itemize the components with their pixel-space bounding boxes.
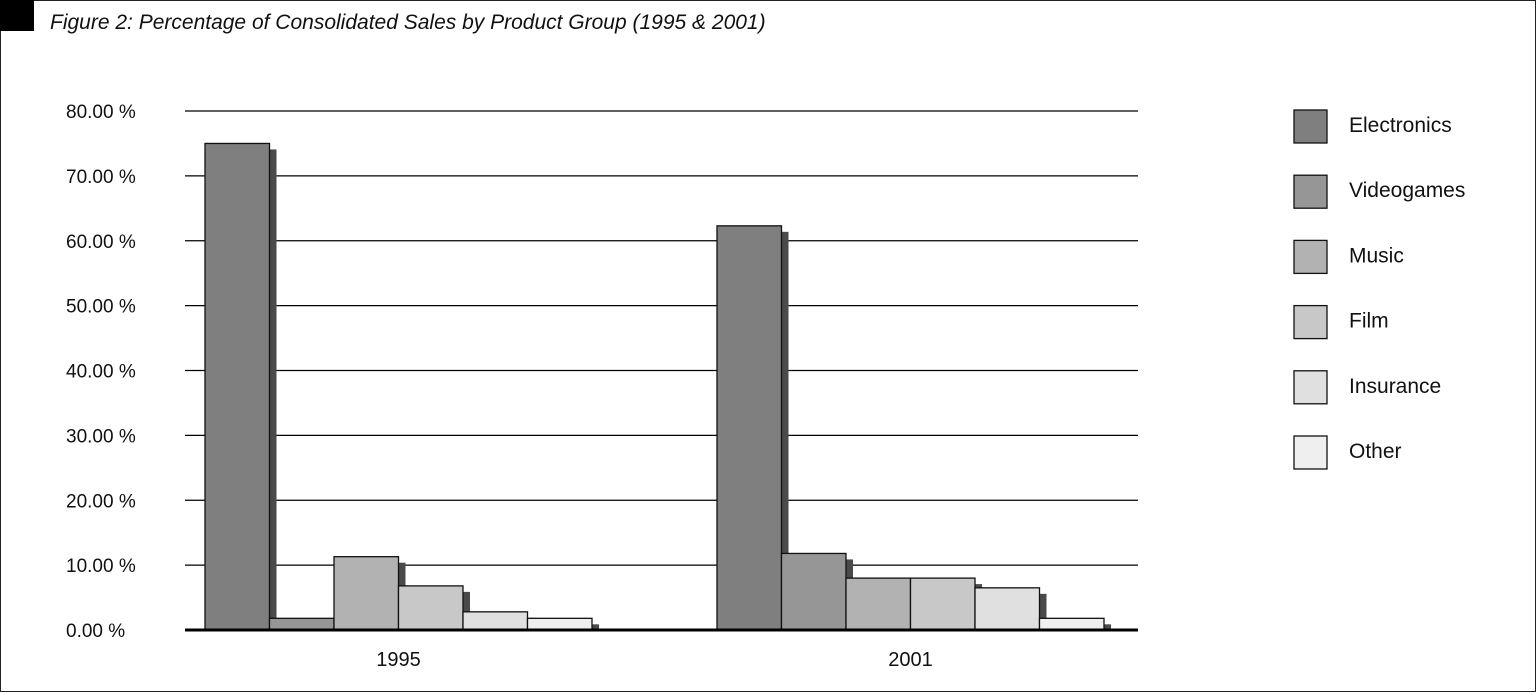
bar-electronics-1995 xyxy=(204,142,271,631)
legend: Electronics Videogames Music Film Insurance O… xyxy=(1293,109,1465,470)
bar-film-1995 xyxy=(397,585,464,631)
bar-insurance-1995 xyxy=(462,611,529,631)
y-tick-label: 70.00 % xyxy=(66,167,136,188)
x-category-label: 2001 xyxy=(888,649,933,671)
bar-other-1995 xyxy=(526,617,593,631)
y-tick-label: 0.00 % xyxy=(66,621,125,642)
y-tick-label: 10.00 % xyxy=(66,556,136,577)
y-tick-label: 20.00 % xyxy=(66,491,136,512)
bars xyxy=(185,142,1138,632)
legend-label: Electronics xyxy=(1349,114,1452,137)
legend-swatch xyxy=(1293,174,1328,209)
bar-electronics-2001 xyxy=(716,225,783,631)
corner-block xyxy=(0,0,34,31)
bar-film-2001 xyxy=(909,577,976,631)
y-tick-label: 40.00 % xyxy=(66,362,136,383)
legend-swatch xyxy=(1293,304,1328,340)
legend-label: Other xyxy=(1349,440,1402,463)
legend-label: Insurance xyxy=(1349,375,1441,398)
legend-swatch xyxy=(1293,109,1328,144)
legend-label: Videogames xyxy=(1349,179,1465,202)
bar-music-2001 xyxy=(845,577,912,631)
gridlines xyxy=(185,110,1138,632)
chart-title: Figure 2: Percentage of Consolidated Sal… xyxy=(50,11,766,34)
legend-swatch xyxy=(1293,435,1328,470)
bar-videogames-1995 xyxy=(268,617,335,631)
legend-label: Film xyxy=(1349,310,1389,333)
bar-videogames-2001 xyxy=(780,552,847,631)
legend-swatch xyxy=(1293,239,1328,275)
y-tick-label: 60.00 % xyxy=(66,232,136,253)
x-axis-categories: 1995 2001 xyxy=(376,649,933,671)
legend-label: Music xyxy=(1349,244,1404,267)
x-category-label: 1995 xyxy=(376,649,421,671)
bar-music-1995 xyxy=(333,556,400,631)
y-tick-label: 50.00 % xyxy=(66,297,136,318)
y-tick-label: 80.00 % xyxy=(66,102,136,123)
y-tick-label: 30.00 % xyxy=(66,426,136,447)
y-axis-ticks: 0.00 % 10.00 % 20.00 % 30.00 % 40.00 % 50.00 … xyxy=(66,102,136,642)
bar-other-2001 xyxy=(1038,617,1105,631)
legend-swatch xyxy=(1293,370,1328,405)
bar-insurance-2001 xyxy=(974,587,1041,631)
